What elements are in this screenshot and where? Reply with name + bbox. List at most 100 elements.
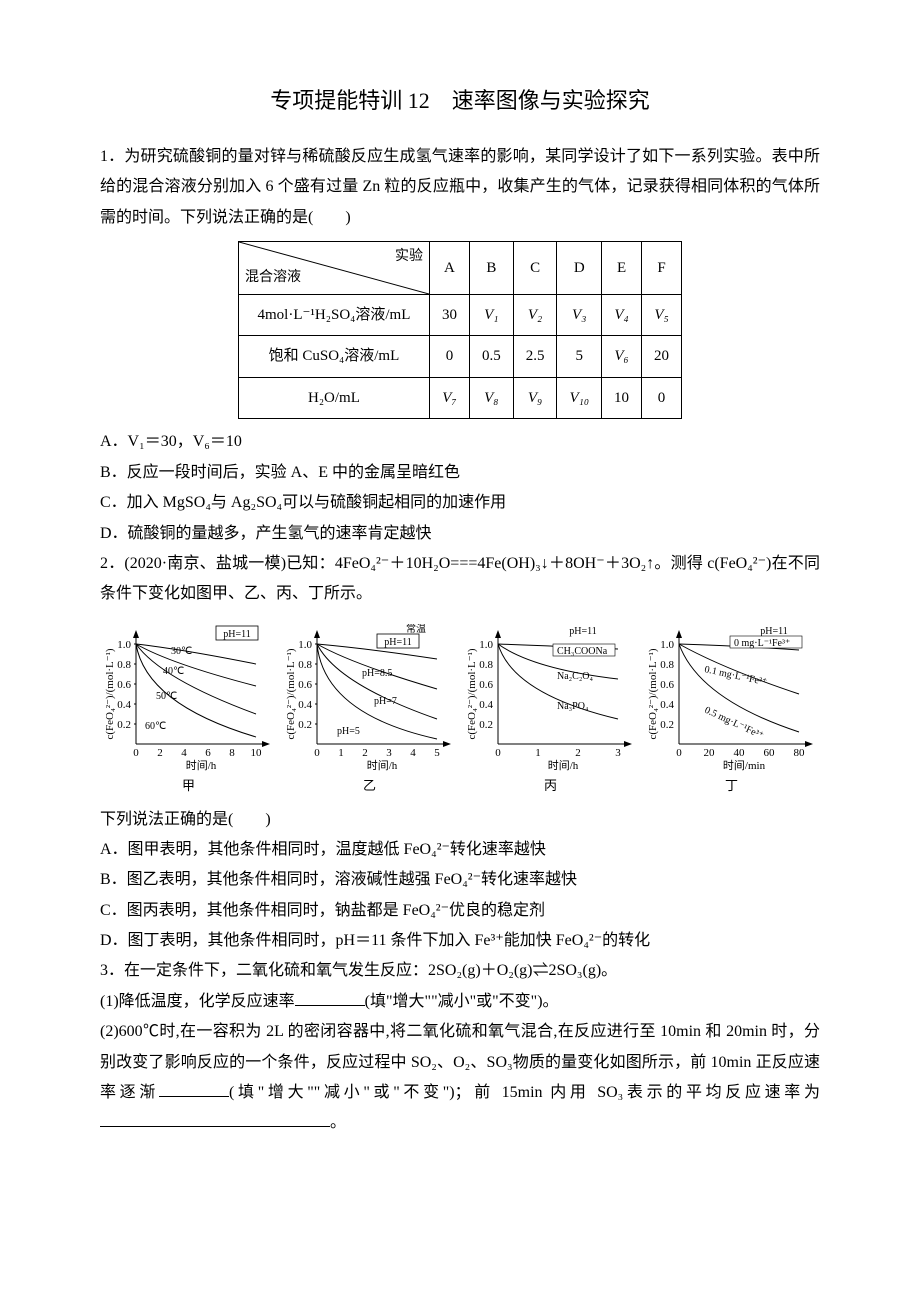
- q2-opt-a: A．图甲表明，其他条件相同时，温度越低 FeO₄²⁻转化速率越快: [100, 835, 820, 865]
- svg-text:pH=11: pH=11: [384, 637, 412, 648]
- chart-caption: 乙: [281, 774, 458, 799]
- svg-text:0.4: 0.4: [117, 699, 131, 711]
- svg-text:CH₃COONa: CH₃COONa: [557, 646, 608, 657]
- svg-text:4: 4: [410, 747, 416, 759]
- cell: 30: [429, 294, 469, 336]
- svg-text:2: 2: [575, 747, 581, 759]
- svg-text:10: 10: [251, 747, 263, 759]
- cell: V₃: [557, 294, 602, 336]
- svg-text:5: 5: [434, 747, 440, 759]
- svg-text:0.8: 0.8: [298, 659, 312, 671]
- svg-text:pH=7: pH=7: [374, 696, 397, 707]
- q1-opt-c: C．加入 MgSO₄与 Ag₂SO₄可以与硫酸铜起相同的加速作用: [100, 488, 820, 518]
- svg-text:0.6: 0.6: [298, 679, 312, 691]
- svg-text:8: 8: [229, 747, 235, 759]
- q3-p1b: (填"增大""减小"或"不变")。: [365, 993, 559, 1010]
- cell: V₉: [513, 377, 557, 419]
- cell: V₁: [469, 294, 513, 336]
- svg-text:1.0: 1.0: [479, 639, 493, 651]
- svg-text:pH=8.5: pH=8.5: [362, 668, 392, 679]
- svg-text:1.0: 1.0: [298, 639, 312, 651]
- diag-top: 实验: [395, 244, 423, 271]
- col-A: A: [429, 241, 469, 294]
- svg-text:0.4: 0.4: [660, 699, 674, 711]
- chart-caption: 丙: [462, 774, 639, 799]
- svg-text:0.8: 0.8: [479, 659, 493, 671]
- col-E: E: [602, 241, 642, 294]
- svg-text:40: 40: [734, 747, 746, 759]
- svg-text:0.4: 0.4: [298, 699, 312, 711]
- svg-text:时间/min: 时间/min: [723, 759, 766, 772]
- svg-text:Na₃PO₄: Na₃PO₄: [557, 701, 589, 712]
- q2-stem: 2．(2020·南京、盐城一模)已知：4FeO₄²⁻＋10H₂O===4Fe(O…: [100, 549, 820, 610]
- svg-text:60℃: 60℃: [145, 721, 166, 732]
- svg-text:pH=11: pH=11: [760, 626, 788, 637]
- svg-text:0.6: 0.6: [117, 679, 131, 691]
- cell: 0: [642, 377, 682, 419]
- svg-text:1.0: 1.0: [660, 639, 674, 651]
- svg-text:0 mg·L⁻¹Fe³⁺: 0 mg·L⁻¹Fe³⁺: [734, 638, 790, 649]
- svg-text:pH=5: pH=5: [337, 726, 360, 737]
- chart-bing: pH=11 1.0 0.8 0.6 0.4 0.2 0 1 2 3 CH₃COO…: [462, 624, 639, 799]
- svg-text:40℃: 40℃: [163, 666, 184, 677]
- svg-text:20: 20: [704, 747, 716, 759]
- svg-text:pH=11: pH=11: [569, 626, 597, 637]
- q1-opt-b: B．反应一段时间后，实验 A、E 中的金属呈暗红色: [100, 458, 820, 488]
- svg-text:0: 0: [314, 747, 320, 759]
- cell: V₁₀: [557, 377, 602, 419]
- row3-label: H₂O/mL: [238, 377, 429, 419]
- svg-text:0.6: 0.6: [479, 679, 493, 691]
- cell: V₆: [602, 336, 642, 378]
- svg-text:1: 1: [535, 747, 541, 759]
- svg-text:c(FeO₄²⁻)/(mol·L⁻¹): c(FeO₄²⁻)/(mol·L⁻¹): [466, 648, 478, 739]
- svg-text:1: 1: [338, 747, 344, 759]
- svg-text:时间/h: 时间/h: [367, 759, 398, 772]
- cell: V₂: [513, 294, 557, 336]
- svg-text:0.2: 0.2: [117, 719, 131, 731]
- row1-label: 4mol·L⁻¹H₂SO₄溶液/mL: [238, 294, 429, 336]
- blank-1: [295, 989, 365, 1006]
- svg-text:0.1 mg·L⁻¹Fe³⁺: 0.1 mg·L⁻¹Fe³⁺: [703, 664, 768, 688]
- col-B: B: [469, 241, 513, 294]
- svg-text:时间/h: 时间/h: [186, 759, 217, 772]
- q1-stem: 1．为研究硫酸铜的量对锌与稀硫酸反应生成氢气速率的影响，某同学设计了如下一系列实…: [100, 142, 820, 233]
- table-row: H₂O/mL V₇ V₈ V₉ V₁₀ 10 0: [238, 377, 681, 419]
- svg-text:0: 0: [676, 747, 682, 759]
- svg-text:2: 2: [157, 747, 163, 759]
- svg-text:0.6: 0.6: [660, 679, 674, 691]
- q2-opt-d: D．图丁表明，其他条件相同时，pH＝11 条件下加入 Fe³⁺能加快 FeO₄²…: [100, 926, 820, 956]
- svg-text:0: 0: [495, 747, 501, 759]
- svg-text:2: 2: [362, 747, 368, 759]
- svg-text:常温: 常温: [406, 624, 426, 635]
- chart-yi: 常温 pH=11 1.0 0.8 0.6 0.4 0.2 0 1 2 3 4 5: [281, 624, 458, 799]
- svg-text:0.8: 0.8: [660, 659, 674, 671]
- q3-p2: (2)600℃时,在一容积为 2L 的密闭容器中,将二氧化硫和氧气混合,在反应进…: [100, 1017, 820, 1139]
- svg-text:50℃: 50℃: [156, 691, 177, 702]
- charts-row: pH=11 1.0 0.8 0.6 0.4 0.2 0 2 4 6 8 10: [100, 624, 820, 799]
- cell: 0.5: [469, 336, 513, 378]
- row2-label: 饱和 CuSO₄溶液/mL: [238, 336, 429, 378]
- chart-caption: 丁: [643, 774, 820, 799]
- svg-text:0.2: 0.2: [660, 719, 674, 731]
- svg-text:4: 4: [181, 747, 187, 759]
- cell: 5: [557, 336, 602, 378]
- q3-stem: 3．在一定条件下，二氧化硫和氧气发生反应：2SO₂(g)＋O₂(g)⇌2SO₃(…: [100, 956, 820, 986]
- q2-opt-b: B．图乙表明，其他条件相同时，溶液碱性越强 FeO₄²⁻转化速率越快: [100, 865, 820, 895]
- cell: V₈: [469, 377, 513, 419]
- cell: 20: [642, 336, 682, 378]
- svg-text:3: 3: [615, 747, 621, 759]
- svg-text:0: 0: [133, 747, 139, 759]
- q3-p1: (1)降低温度，化学反应速率 (填"增大""减小"或"不变")。: [100, 987, 820, 1017]
- col-D: D: [557, 241, 602, 294]
- q1-opt-a: A．V₁＝30，V₆＝10: [100, 427, 820, 457]
- chart-ding: pH=11 1.0 0.8 0.6 0.4 0.2 0 20 40 60 80: [643, 624, 820, 799]
- diag-bottom: 混合溶液: [245, 265, 301, 292]
- cell: 0: [429, 336, 469, 378]
- svg-text:30℃: 30℃: [171, 646, 192, 657]
- svg-text:0.2: 0.2: [479, 719, 493, 731]
- svg-text:0.4: 0.4: [479, 699, 493, 711]
- page-title: 专项提能特训 12 速率图像与实验探究: [100, 80, 820, 122]
- q3-p1a: (1)降低温度，化学反应速率: [100, 993, 295, 1010]
- svg-text:c(FeO₄²⁻)/(mol·L⁻¹): c(FeO₄²⁻)/(mol·L⁻¹): [285, 648, 297, 739]
- col-C: C: [513, 241, 557, 294]
